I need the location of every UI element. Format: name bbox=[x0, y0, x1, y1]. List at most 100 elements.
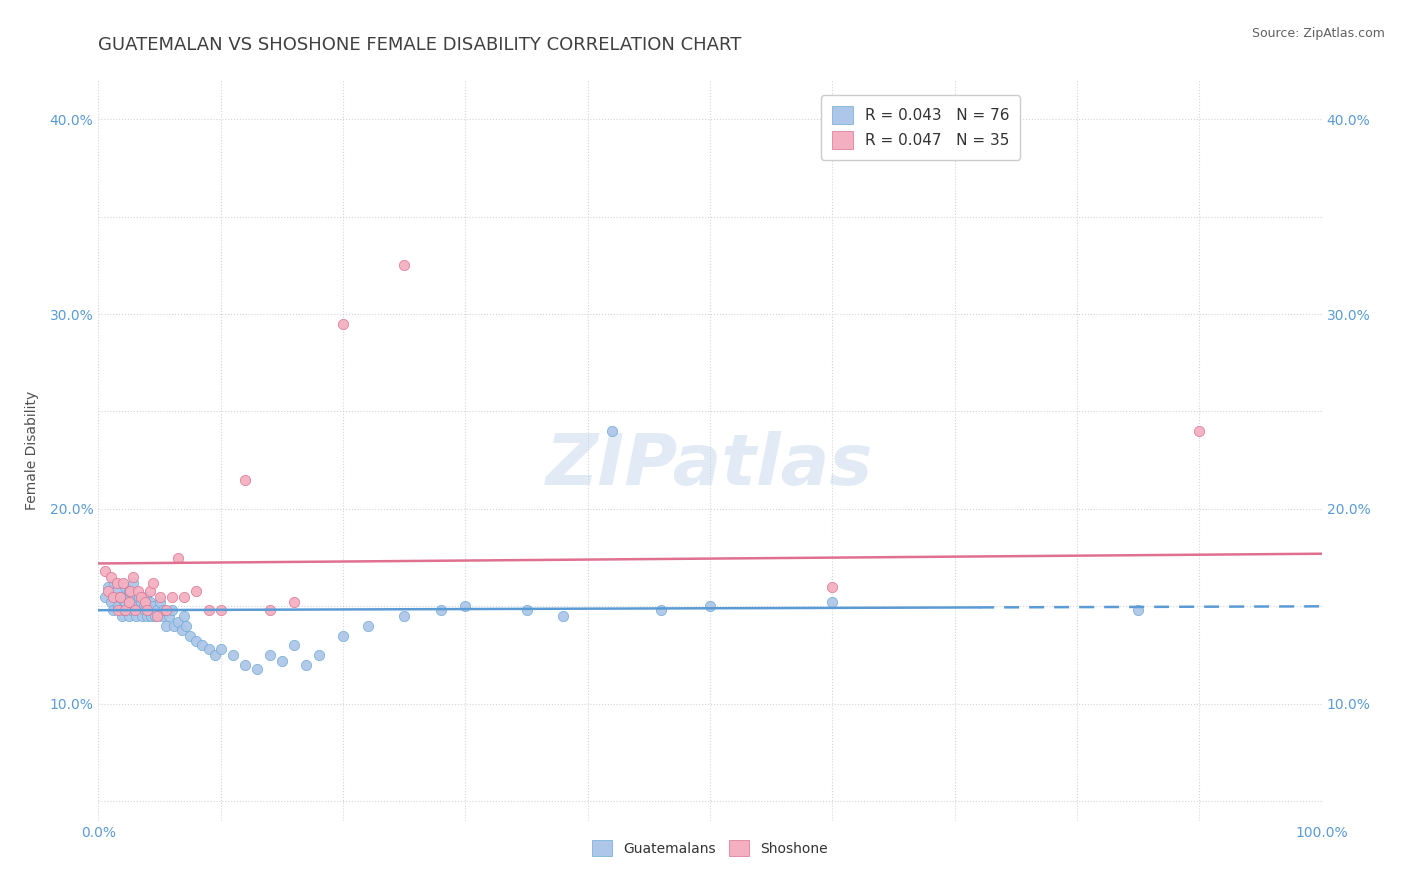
Point bbox=[149, 590, 172, 604]
Point bbox=[197, 642, 219, 657]
Point bbox=[143, 609, 166, 624]
Point bbox=[283, 638, 305, 652]
Point bbox=[128, 590, 150, 604]
Point bbox=[179, 628, 201, 642]
Point bbox=[105, 583, 128, 598]
Point bbox=[100, 595, 122, 609]
Point bbox=[167, 550, 190, 565]
Point bbox=[209, 642, 232, 657]
Point bbox=[101, 603, 124, 617]
Point bbox=[107, 599, 129, 614]
Point bbox=[124, 603, 146, 617]
Point bbox=[115, 590, 138, 604]
Point bbox=[283, 595, 305, 609]
Point bbox=[129, 590, 152, 604]
Point bbox=[97, 580, 120, 594]
Point bbox=[392, 609, 416, 624]
Point bbox=[114, 603, 136, 617]
Point bbox=[120, 599, 142, 614]
Point bbox=[246, 662, 269, 676]
Point bbox=[209, 603, 232, 617]
Point bbox=[125, 609, 148, 624]
Point bbox=[150, 609, 173, 624]
Point bbox=[821, 595, 844, 609]
Point bbox=[127, 583, 149, 598]
Point bbox=[136, 603, 159, 617]
Text: ZIPatlas: ZIPatlas bbox=[547, 431, 873, 500]
Point bbox=[233, 657, 256, 672]
Text: GUATEMALAN VS SHOSHONE FEMALE DISABILITY CORRELATION CHART: GUATEMALAN VS SHOSHONE FEMALE DISABILITY… bbox=[98, 36, 742, 54]
Point bbox=[139, 583, 162, 598]
Point bbox=[142, 576, 165, 591]
Point bbox=[101, 590, 124, 604]
Point bbox=[129, 603, 152, 617]
Point bbox=[454, 599, 477, 614]
Point bbox=[114, 595, 136, 609]
Point bbox=[139, 609, 162, 624]
Point bbox=[821, 580, 844, 594]
Point bbox=[176, 619, 198, 633]
Point bbox=[121, 590, 143, 604]
Point bbox=[186, 583, 208, 598]
Point bbox=[124, 595, 146, 609]
Point bbox=[1188, 424, 1211, 438]
Point bbox=[149, 595, 172, 609]
Point bbox=[222, 648, 245, 662]
Point bbox=[139, 595, 162, 609]
Point bbox=[142, 599, 165, 614]
Point bbox=[135, 590, 157, 604]
Point bbox=[191, 638, 214, 652]
Point bbox=[146, 603, 169, 617]
Point bbox=[204, 648, 226, 662]
Point bbox=[160, 590, 183, 604]
Point bbox=[170, 623, 193, 637]
Point bbox=[93, 590, 115, 604]
Point bbox=[141, 603, 163, 617]
Point bbox=[129, 595, 152, 609]
Point bbox=[270, 654, 294, 668]
Point bbox=[134, 603, 156, 617]
Point bbox=[111, 609, 134, 624]
Point bbox=[173, 609, 195, 624]
Point bbox=[332, 628, 354, 642]
Point bbox=[110, 590, 132, 604]
Point bbox=[163, 619, 186, 633]
Point bbox=[120, 583, 142, 598]
Point bbox=[157, 609, 180, 624]
Point bbox=[114, 580, 136, 594]
Point bbox=[93, 564, 115, 578]
Point bbox=[699, 599, 721, 614]
Point bbox=[259, 648, 281, 662]
Point bbox=[118, 595, 141, 609]
Y-axis label: Female Disability: Female Disability bbox=[24, 391, 38, 510]
Point bbox=[430, 603, 453, 617]
Point bbox=[146, 609, 169, 624]
Point bbox=[136, 609, 159, 624]
Point bbox=[120, 603, 142, 617]
Point bbox=[197, 603, 219, 617]
Point bbox=[111, 576, 134, 591]
Point bbox=[127, 599, 149, 614]
Point bbox=[356, 619, 378, 633]
Point bbox=[186, 634, 208, 648]
Point bbox=[103, 576, 125, 591]
Point bbox=[124, 603, 146, 617]
Point bbox=[173, 590, 195, 604]
Point bbox=[600, 424, 623, 438]
Point bbox=[105, 576, 128, 591]
Point bbox=[155, 603, 177, 617]
Point bbox=[155, 619, 177, 633]
Point bbox=[650, 603, 672, 617]
Legend: Guatemalans, Shoshone: Guatemalans, Shoshone bbox=[586, 835, 834, 862]
Point bbox=[295, 657, 318, 672]
Point bbox=[152, 603, 174, 617]
Point bbox=[131, 609, 153, 624]
Point bbox=[118, 609, 141, 624]
Point bbox=[111, 593, 134, 607]
Point bbox=[138, 603, 160, 617]
Point bbox=[112, 603, 135, 617]
Point bbox=[121, 570, 143, 584]
Point bbox=[167, 615, 190, 629]
Point bbox=[233, 473, 256, 487]
Point bbox=[121, 576, 143, 591]
